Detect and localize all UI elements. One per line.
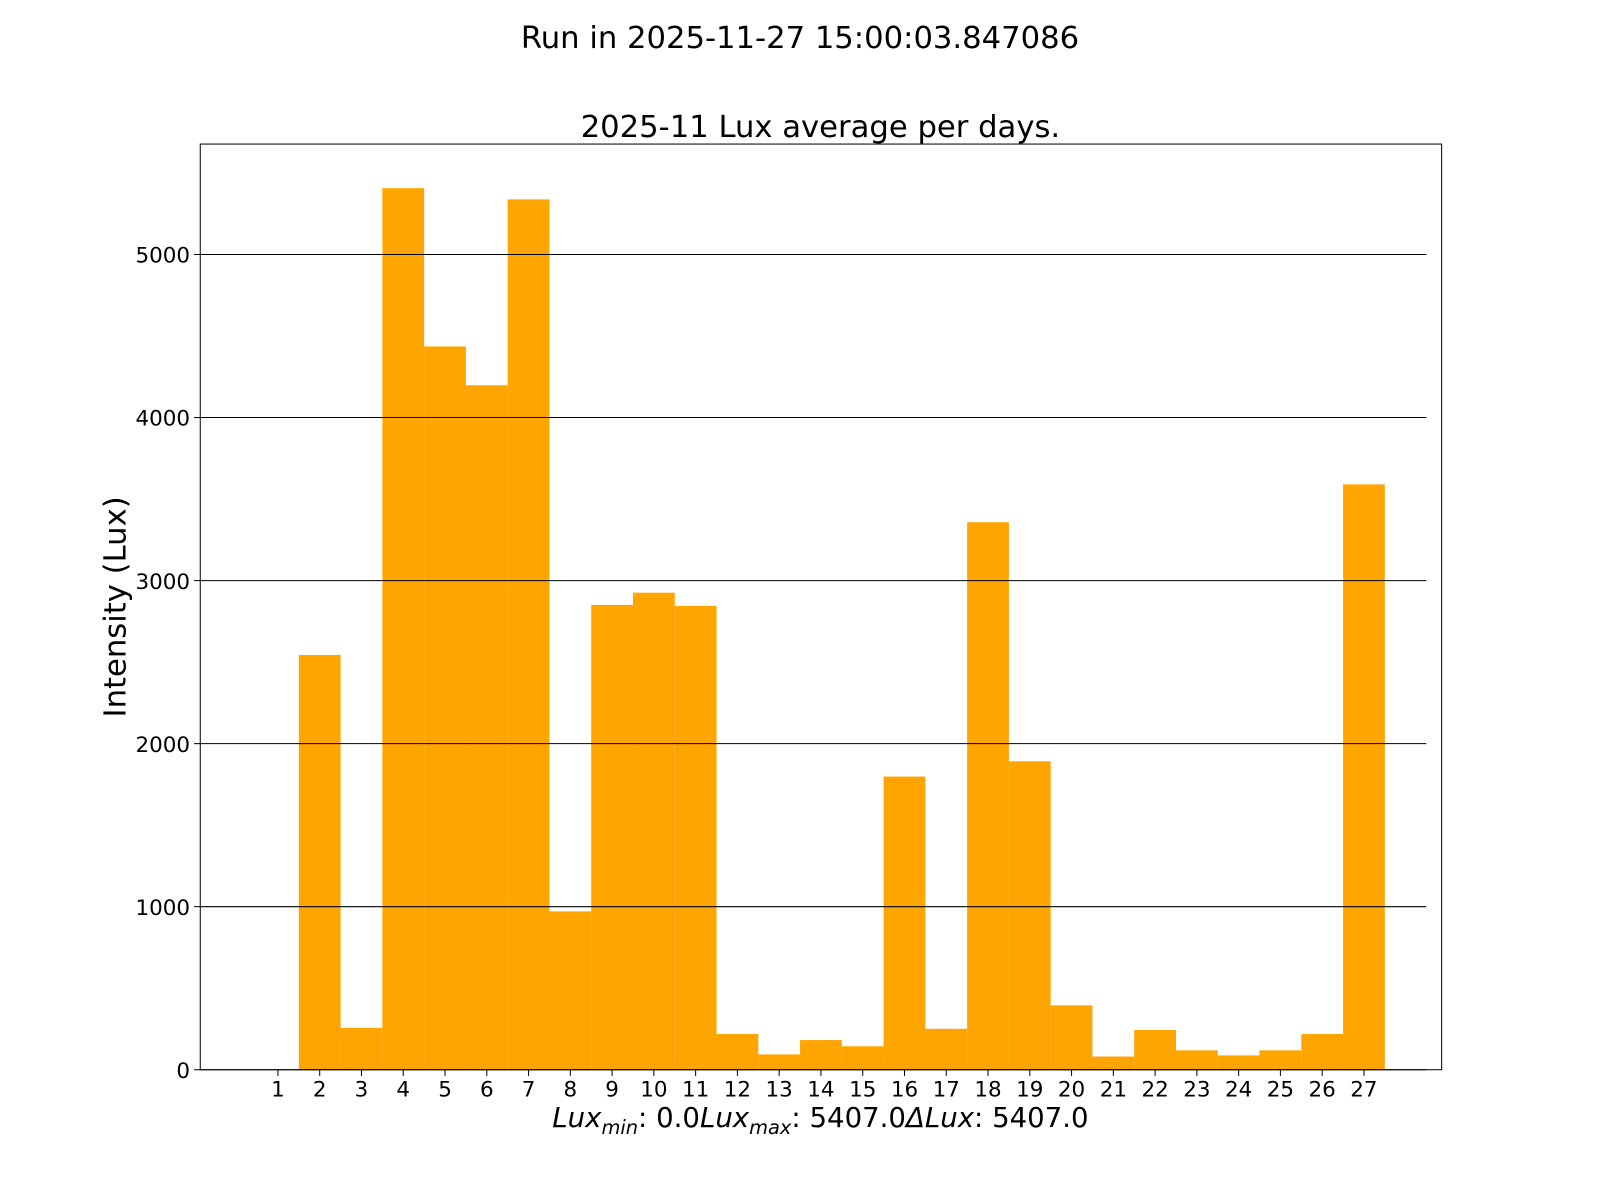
y-tick-label: 3000 [135,570,190,595]
x-tick-label: 24 [1225,1077,1252,1102]
x-tick-label: 12 [724,1077,751,1102]
bar [1301,1034,1344,1070]
x-tick-label: 9 [605,1077,619,1102]
bar [591,604,633,1070]
bar [841,1046,884,1070]
stat-symbol: ΔLux [904,1101,975,1134]
x-tick-label: 11 [682,1077,709,1102]
bar [382,188,425,1070]
bar [632,592,675,1070]
x-tick-label: 6 [480,1077,494,1102]
bar [1092,1056,1135,1070]
plot-frame [199,143,1443,1071]
bar [465,385,508,1070]
y-tick-label: 4000 [135,407,190,432]
y-tick-label: 5000 [135,244,190,269]
x-tick-label: 4 [396,1077,410,1102]
stat-value: : 5407.0 [791,1101,906,1134]
bar [340,1027,383,1070]
stat-value: : 0.0 [638,1101,700,1134]
bar [1050,1005,1093,1070]
stat-subscript: max [749,1116,792,1139]
x-tick-label: 27 [1350,1077,1377,1102]
y-tick-label: 0 [176,1059,190,1084]
bar [1008,761,1051,1070]
x-tick-label: 8 [564,1077,578,1102]
x-tick-label: 13 [766,1077,793,1102]
stat-symbol: Lux [552,1101,602,1134]
stat-symbol: Lux [700,1101,750,1134]
bar [1259,1050,1302,1070]
x-tick-label: 26 [1309,1077,1336,1102]
x-tick-label: 21 [1100,1077,1127,1102]
bar [507,199,550,1070]
bar [674,605,717,1070]
x-tick-label: 14 [807,1077,834,1102]
stat-value: : 5407.0 [974,1101,1089,1134]
bar [298,654,341,1070]
y-tick-label: 2000 [135,733,190,758]
x-tick-label: 22 [1141,1077,1168,1102]
chart-title: 2025-11 Lux average per days. [581,110,1060,145]
bar [800,1040,842,1070]
bar [967,522,1009,1070]
x-tick-label: 18 [974,1077,1001,1102]
x-tick-label: 25 [1267,1077,1294,1102]
y-tick-label: 1000 [135,896,190,921]
bar [716,1034,759,1070]
x-tick-label: 1 [271,1077,285,1102]
bar [424,346,466,1070]
x-tick-label: 2 [313,1077,327,1102]
bar [549,911,592,1070]
x-tick-label: 23 [1183,1077,1210,1102]
x-tick-label: 3 [355,1077,369,1102]
bar [1175,1050,1218,1070]
bar [758,1054,801,1070]
x-tick-label: 19 [1016,1077,1043,1102]
x-tick-label: 15 [849,1077,876,1102]
x-tick-label: 20 [1058,1077,1085,1102]
suptitle: Run in 2025-11-27 15:00:03.847086 [521,21,1079,56]
bar [1343,484,1385,1070]
x-tick-label: 7 [522,1077,536,1102]
x-tick-label: 10 [640,1077,667,1102]
stat-subscript: min [601,1116,638,1139]
bar [1134,1029,1176,1070]
bar [1217,1055,1260,1070]
stats-line: Luxmin: 0.0Luxmax: 5407.0ΔLux: 5407.0 [552,1101,1088,1139]
bar [925,1028,968,1070]
y-axis-label: Intensity (Lux) [99,496,134,717]
x-tick-label: 5 [438,1077,452,1102]
x-tick-label: 16 [891,1077,918,1102]
x-tick-label: 17 [933,1077,960,1102]
bar [883,776,926,1070]
